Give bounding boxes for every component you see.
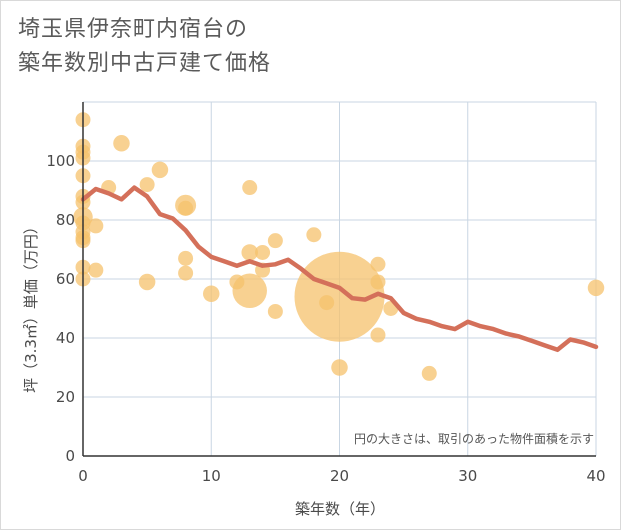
- data-bubble: [294, 251, 385, 342]
- chart-title: 埼玉県伊奈町内宿台の 築年数別中古戸建て価格: [18, 13, 271, 81]
- y-tick-label: 20: [56, 388, 75, 406]
- data-bubble: [370, 274, 386, 290]
- x-tick-label: 20: [330, 467, 349, 485]
- data-bubble: [306, 227, 322, 243]
- data-bubble: [370, 327, 386, 343]
- data-bubble: [421, 365, 437, 381]
- data-bubble: [138, 273, 156, 291]
- y-tick-label: 40: [56, 329, 75, 347]
- data-bubble: [331, 359, 348, 376]
- data-bubble: [255, 244, 271, 260]
- x-tick-label: 30: [458, 467, 477, 485]
- y-tick-label: 60: [56, 270, 75, 288]
- average-line-layer: [80, 185, 599, 353]
- axes: 0 10 20 30 40 0 20 40 60 80 100: [46, 102, 606, 485]
- data-bubble: [88, 218, 104, 234]
- x-axis-label: 築年数（年）: [295, 500, 385, 518]
- x-tick-label: 0: [78, 467, 88, 485]
- data-bubble: [178, 250, 194, 266]
- data-bubble: [241, 244, 258, 261]
- data-bubble: [139, 177, 155, 193]
- data-bubble: [88, 262, 104, 278]
- title-line-1: 埼玉県伊奈町内宿台の: [18, 17, 249, 42]
- x-tick-label: 10: [202, 467, 221, 485]
- y-tick-label: 80: [56, 211, 75, 229]
- data-bubble: [267, 233, 283, 249]
- data-bubble: [113, 135, 130, 152]
- data-bubble: [242, 180, 258, 196]
- y-tick-label: 100: [46, 152, 75, 170]
- data-bubble: [229, 274, 245, 290]
- y-tick-label: 0: [65, 447, 75, 465]
- data-bubble: [178, 265, 194, 281]
- average-price-line: [80, 185, 599, 353]
- x-tick-label: 40: [586, 467, 605, 485]
- y-axis-label: 坪（3.3㎡）単価（万円）: [22, 219, 40, 393]
- data-bubble: [178, 200, 194, 216]
- data-bubble: [203, 285, 220, 302]
- size-note: 円の大きさは、取引のあった物件面積を示す: [354, 431, 594, 446]
- data-bubble: [151, 161, 169, 179]
- data-bubble: [319, 295, 335, 311]
- data-bubble: [267, 303, 283, 319]
- data-bubble: [370, 256, 386, 272]
- data-bubble: [587, 279, 605, 297]
- title-line-2: 築年数別中古戸建て価格: [18, 51, 272, 76]
